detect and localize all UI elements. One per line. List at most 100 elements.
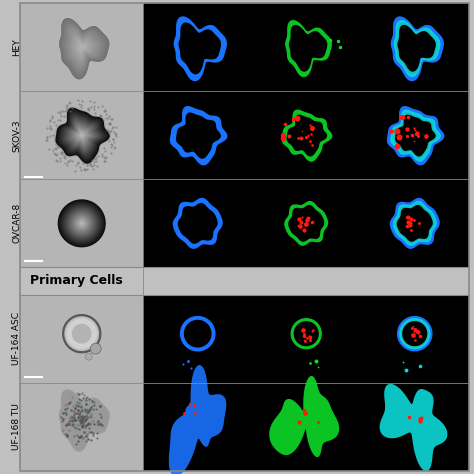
Polygon shape: [73, 214, 91, 232]
Polygon shape: [76, 40, 89, 55]
Polygon shape: [80, 221, 84, 225]
Polygon shape: [70, 211, 94, 236]
Polygon shape: [65, 118, 99, 153]
Polygon shape: [77, 41, 88, 54]
Polygon shape: [75, 38, 90, 56]
Polygon shape: [282, 109, 332, 162]
Polygon shape: [71, 34, 94, 62]
Polygon shape: [61, 20, 107, 77]
Polygon shape: [58, 199, 106, 247]
Polygon shape: [63, 204, 101, 242]
Polygon shape: [66, 119, 98, 152]
Polygon shape: [79, 220, 85, 227]
Polygon shape: [63, 23, 105, 74]
Polygon shape: [64, 24, 104, 73]
Polygon shape: [63, 116, 101, 155]
Bar: [20, 294, 144, 471]
Polygon shape: [67, 208, 97, 238]
Polygon shape: [291, 318, 322, 349]
Polygon shape: [69, 121, 96, 149]
Polygon shape: [66, 27, 101, 70]
Circle shape: [72, 324, 91, 344]
Text: UF-164 ASC: UF-164 ASC: [12, 312, 21, 365]
Polygon shape: [70, 33, 96, 63]
Polygon shape: [67, 27, 100, 69]
Polygon shape: [73, 126, 91, 145]
Polygon shape: [74, 37, 91, 58]
Polygon shape: [64, 117, 100, 154]
Polygon shape: [63, 23, 105, 74]
Polygon shape: [80, 45, 84, 50]
Text: OVCAR-8: OVCAR-8: [12, 203, 21, 244]
Polygon shape: [269, 376, 339, 457]
Polygon shape: [78, 42, 86, 53]
Circle shape: [91, 343, 101, 354]
Polygon shape: [180, 316, 216, 351]
Polygon shape: [59, 111, 106, 160]
Polygon shape: [67, 27, 100, 69]
Polygon shape: [71, 212, 93, 234]
Polygon shape: [62, 115, 103, 156]
Polygon shape: [58, 110, 108, 161]
Polygon shape: [73, 36, 92, 59]
Polygon shape: [81, 46, 83, 48]
Polygon shape: [284, 201, 328, 246]
Polygon shape: [68, 30, 98, 66]
Polygon shape: [68, 29, 99, 67]
Polygon shape: [61, 20, 107, 77]
Polygon shape: [76, 218, 88, 229]
Polygon shape: [65, 25, 102, 71]
Polygon shape: [62, 314, 101, 354]
Bar: [20, 3, 144, 267]
Polygon shape: [61, 113, 104, 158]
Polygon shape: [72, 35, 93, 61]
Polygon shape: [68, 210, 96, 237]
Polygon shape: [74, 127, 90, 144]
Polygon shape: [75, 216, 89, 230]
Polygon shape: [59, 201, 105, 246]
Polygon shape: [393, 20, 440, 77]
Polygon shape: [80, 45, 84, 50]
Polygon shape: [68, 29, 99, 67]
Polygon shape: [70, 123, 95, 148]
Polygon shape: [62, 313, 102, 354]
Polygon shape: [72, 213, 92, 233]
Polygon shape: [60, 19, 108, 78]
Polygon shape: [78, 132, 85, 139]
Polygon shape: [71, 124, 93, 147]
Polygon shape: [59, 389, 110, 452]
Polygon shape: [81, 222, 83, 224]
Polygon shape: [60, 201, 104, 246]
Polygon shape: [79, 44, 85, 51]
Polygon shape: [72, 35, 93, 61]
Text: HEY: HEY: [12, 38, 21, 56]
Polygon shape: [170, 106, 228, 165]
Text: SKOV-3: SKOV-3: [12, 119, 21, 152]
Polygon shape: [69, 31, 97, 64]
Polygon shape: [67, 120, 97, 151]
Polygon shape: [70, 33, 96, 63]
Polygon shape: [74, 215, 90, 231]
Polygon shape: [62, 203, 102, 243]
Polygon shape: [78, 219, 86, 228]
Polygon shape: [76, 129, 88, 141]
Polygon shape: [285, 20, 332, 77]
Polygon shape: [68, 30, 98, 66]
Polygon shape: [77, 219, 87, 228]
Polygon shape: [173, 198, 223, 249]
Polygon shape: [61, 202, 103, 245]
Polygon shape: [77, 41, 88, 54]
Polygon shape: [66, 27, 101, 70]
Polygon shape: [59, 18, 109, 79]
Polygon shape: [58, 16, 111, 81]
Polygon shape: [72, 125, 92, 146]
Polygon shape: [60, 19, 108, 78]
Polygon shape: [390, 109, 441, 162]
Polygon shape: [74, 37, 91, 58]
Bar: [20, 267, 469, 294]
Polygon shape: [391, 16, 444, 81]
Polygon shape: [173, 16, 227, 81]
Polygon shape: [81, 46, 83, 48]
Polygon shape: [73, 36, 92, 59]
Bar: [144, 294, 469, 471]
